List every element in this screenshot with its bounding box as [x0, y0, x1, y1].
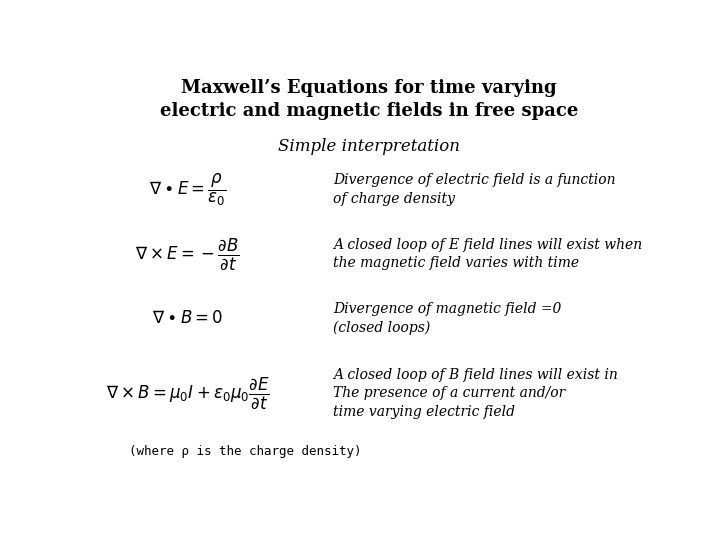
Text: Simple interpretation: Simple interpretation: [278, 138, 460, 154]
Text: A closed loop of B field lines will exist in
The presence of a current and/or
ti: A closed loop of B field lines will exis…: [333, 368, 618, 418]
Text: $\nabla \bullet B = 0$: $\nabla \bullet B = 0$: [152, 309, 223, 327]
Text: Divergence of magnetic field =0
(closed loops): Divergence of magnetic field =0 (closed …: [333, 302, 561, 335]
Text: Maxwell’s Equations for time varying
electric and magnetic fields in free space: Maxwell’s Equations for time varying ele…: [160, 79, 578, 120]
Text: Divergence of electric field is a function
of charge density: Divergence of electric field is a functi…: [333, 173, 615, 206]
Text: $\nabla \times E = -\dfrac{\partial B}{\partial t}$: $\nabla \times E = -\dfrac{\partial B}{\…: [135, 237, 240, 272]
Text: $\nabla \times B = \mu_0 I + \varepsilon_0 \mu_0 \dfrac{\partial E}{\partial t}$: $\nabla \times B = \mu_0 I + \varepsilon…: [106, 376, 269, 411]
Text: (where ρ is the charge density): (where ρ is the charge density): [129, 445, 361, 458]
Text: $\nabla \bullet E = \dfrac{\rho}{\varepsilon_0}$: $\nabla \bullet E = \dfrac{\rho}{\vareps…: [149, 171, 227, 208]
Text: A closed loop of E field lines will exist when
the magnetic field varies with ti: A closed loop of E field lines will exis…: [333, 238, 642, 270]
